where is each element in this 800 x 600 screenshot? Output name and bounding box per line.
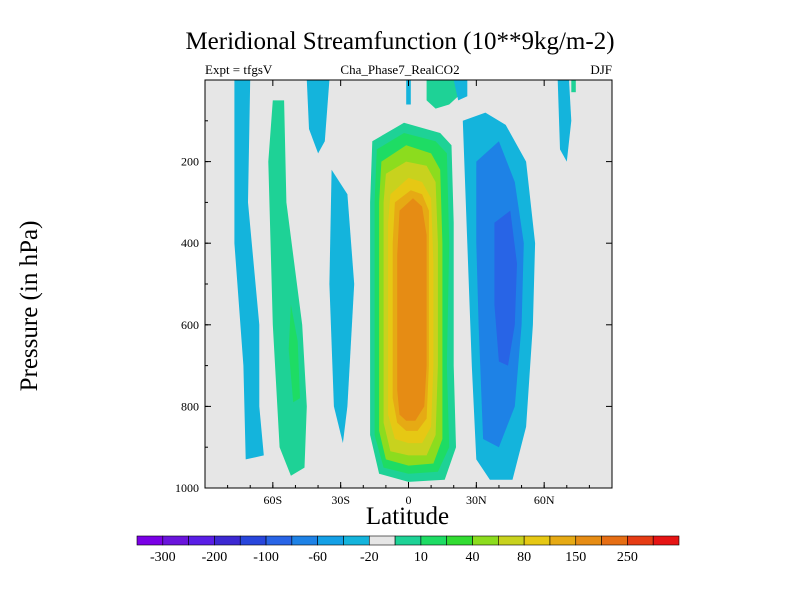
y-tick-label: 200 bbox=[181, 155, 199, 169]
colorbar-swatch bbox=[136, 535, 164, 546]
colorbar-swatch bbox=[498, 535, 525, 546]
region-top-center-negative bbox=[453, 80, 468, 101]
colorbar-label: 40 bbox=[466, 550, 480, 565]
colorbar: -300 -200 -100 -60 -20 10 40 80 150 250 bbox=[136, 535, 680, 565]
region-upper-left-ridge-lobe bbox=[406, 80, 411, 105]
colorbar-label: -200 bbox=[202, 550, 228, 565]
region-nh-polar-negative bbox=[557, 80, 572, 162]
y-tick-label: 400 bbox=[181, 236, 199, 250]
region-sh-polar-negative bbox=[234, 80, 264, 460]
region-hadley-200 bbox=[397, 198, 427, 421]
colorbar-label: -60 bbox=[308, 550, 327, 565]
colorbar-label: 250 bbox=[617, 550, 638, 565]
colorbar-swatch bbox=[214, 535, 241, 546]
region-top-center-positive bbox=[426, 80, 459, 109]
run-label: Cha_Phase7_RealCO2 bbox=[340, 62, 460, 77]
x-tick-label: 30S bbox=[331, 493, 350, 507]
y-tick-label: 1000 bbox=[175, 481, 199, 495]
season-label: DJF bbox=[590, 62, 612, 77]
y-axis-label: Pressure (in hPa) bbox=[16, 220, 43, 392]
colorbar-label: 150 bbox=[565, 550, 586, 565]
colorbar-swatch bbox=[446, 535, 473, 546]
colorbar-swatch bbox=[162, 535, 189, 546]
colorbar-label: 80 bbox=[517, 550, 531, 565]
colorbar-swatch bbox=[368, 535, 396, 546]
colorbar-swatch bbox=[317, 535, 344, 546]
colorbar-swatch bbox=[575, 535, 602, 546]
axis-ticks: 60S 30S 0 30N 60N 200 400 600 800 1000 bbox=[175, 80, 613, 507]
colorbar-swatch bbox=[265, 535, 293, 546]
colorbar-label: -300 bbox=[150, 550, 176, 565]
colorbar-swatch bbox=[239, 535, 267, 546]
colorbar-swatch bbox=[549, 535, 577, 546]
x-tick-label: 30N bbox=[466, 493, 487, 507]
colorbar-label: -20 bbox=[360, 550, 379, 565]
region-sh-upper-negative bbox=[306, 80, 330, 154]
chart-title: Meridional Streamfunction (10**9kg/m-2) bbox=[185, 28, 615, 55]
x-axis-label: Latitude bbox=[365, 503, 450, 530]
region-nh-upper-positive bbox=[571, 80, 576, 93]
x-tick-label: 60N bbox=[534, 493, 555, 507]
colorbar-swatch bbox=[523, 535, 551, 546]
colorbar-swatch bbox=[291, 535, 318, 546]
experiment-label: Expt = tfgsV bbox=[205, 62, 273, 77]
region-sh-midlat-positive-core bbox=[288, 304, 300, 403]
colorbar-swatch bbox=[343, 535, 370, 546]
colorbar-swatch bbox=[652, 535, 680, 546]
colorbar-swatch bbox=[601, 535, 628, 546]
colorbar-swatch bbox=[627, 535, 654, 546]
region-nh-hadley-negative-60 bbox=[494, 210, 517, 366]
y-tick-label: 800 bbox=[181, 399, 199, 413]
x-tick-label: 60S bbox=[263, 493, 282, 507]
y-tick-label: 600 bbox=[181, 318, 199, 332]
colorbar-swatch bbox=[394, 535, 422, 546]
region-sh-subtropical-negative bbox=[329, 169, 355, 444]
colorbar-swatch bbox=[420, 535, 448, 546]
colorbar-swatch bbox=[188, 535, 215, 546]
colorbar-swatch bbox=[472, 535, 499, 546]
colorbar-label: -100 bbox=[253, 550, 279, 565]
x-tick-label: 0 bbox=[406, 493, 412, 507]
contour-regions bbox=[234, 80, 576, 482]
colorbar-label: 10 bbox=[414, 550, 428, 565]
